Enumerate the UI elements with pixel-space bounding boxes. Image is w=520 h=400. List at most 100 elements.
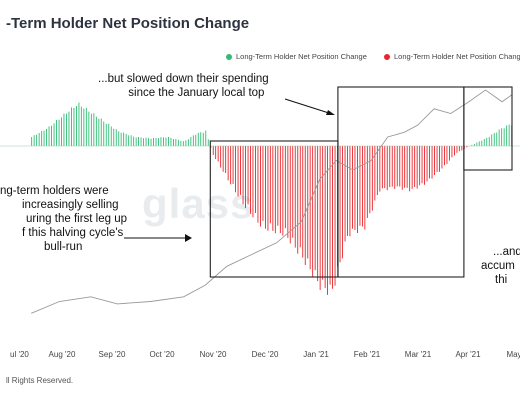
net-position-bar-139: [376, 146, 378, 196]
net-position-bar-142: [384, 146, 386, 189]
net-position-bar-166: [444, 146, 445, 166]
net-position-bar-51: [158, 138, 159, 146]
net-position-bar-21: [83, 108, 85, 146]
net-position-bar-74: [215, 146, 217, 160]
net-position-bar-25: [93, 113, 95, 146]
net-position-bar-103: [287, 146, 289, 238]
net-position-bar-154: [414, 146, 416, 187]
net-position-bar-38: [125, 134, 127, 146]
legend-dot-positive: [226, 53, 232, 60]
net-position-bar-71: [207, 139, 209, 146]
net-position-bar-12: [61, 117, 62, 146]
net-position-bar-40: [130, 135, 132, 146]
net-position-bar-82: [235, 146, 236, 193]
net-position-bar-149: [401, 146, 403, 190]
x-tick-label-7: Feb '21: [354, 350, 381, 359]
net-position-bar-20: [80, 106, 82, 146]
net-position-bar-10: [56, 120, 57, 146]
net-position-bar-180: [478, 141, 480, 146]
net-position-bar-127: [347, 146, 348, 236]
net-position-bar-130: [354, 146, 356, 230]
net-position-bar-5: [43, 130, 45, 146]
net-position-bar-58: [175, 139, 177, 146]
annotation-left-line-1: ng-term holders were: [0, 185, 109, 197]
net-position-bar-60: [180, 140, 182, 146]
net-position-bar-155: [416, 146, 418, 189]
net-position-bar-70: [205, 130, 207, 146]
net-position-bar-151: [406, 146, 408, 188]
x-tick-label-9: Apr '21: [455, 350, 481, 359]
net-position-bar-48: [150, 138, 152, 146]
net-position-bar-192: [508, 124, 510, 146]
net-position-bar-190: [503, 128, 505, 146]
net-position-bar-175: [466, 146, 468, 148]
x-tick-label-8: Mar '21: [405, 350, 432, 359]
net-position-bar-63: [187, 139, 189, 146]
net-position-bar-140: [379, 146, 381, 192]
net-position-bar-183: [486, 137, 488, 146]
highlight-box-2: [463, 86, 513, 171]
net-position-bar-66: [195, 134, 197, 146]
x-tick-label-2: Sep '20: [99, 350, 126, 359]
net-position-bar-35: [118, 131, 120, 146]
net-position-bar-159: [426, 146, 428, 182]
x-tick-label-6: Jan '21: [303, 350, 329, 359]
net-position-bar-96: [269, 146, 271, 224]
net-position-bar-177: [471, 144, 473, 146]
net-position-bar-11: [58, 119, 60, 146]
net-position-bar-153: [411, 146, 413, 189]
net-position-bar-33: [113, 128, 115, 146]
net-position-bar-31: [108, 123, 110, 146]
net-position-bar-167: [446, 146, 448, 164]
highlight-boxes: [209, 86, 513, 278]
x-tick-label-5: Dec '20: [252, 350, 279, 359]
net-position-bar-67: [197, 132, 199, 146]
net-position-bar-36: [120, 132, 122, 146]
net-position-bar-110: [304, 146, 306, 265]
net-position-bar-184: [488, 136, 490, 146]
net-position-bar-90: [255, 146, 256, 213]
arrow-left-head: [185, 234, 192, 242]
net-position-bar-133: [362, 146, 363, 227]
net-position-bar-50: [155, 138, 157, 146]
net-position-bar-107: [297, 146, 299, 254]
legend-dot-negative: [384, 53, 390, 60]
x-axis-ticks: ul '20 Aug '20 Sep '20 Oct '20 Nov '20 Dec '2…: [10, 350, 520, 359]
net-position-bar-122: [334, 146, 336, 286]
annotation-right-line-3: thi: [495, 274, 508, 286]
net-position-bar-134: [364, 146, 366, 230]
net-position-bar-45: [143, 138, 144, 146]
net-position-bar-162: [434, 146, 435, 175]
net-position-bar-164: [439, 146, 440, 172]
net-position-bar-18: [76, 106, 77, 146]
highlight-box-0: [209, 140, 339, 278]
net-position-bar-8: [51, 125, 52, 146]
net-position-bar-188: [498, 129, 500, 146]
net-position-bar-46: [145, 137, 147, 146]
net-position-bar-101: [282, 146, 284, 236]
net-position-bar-52: [160, 137, 162, 146]
net-position-bar-55: [168, 136, 169, 146]
net-position-bar-125: [342, 146, 343, 259]
net-position-bar-49: [153, 137, 154, 146]
net-position-bar-59: [177, 139, 179, 146]
legend-item-positive[interactable]: Long-Term Holder Net Position Change: [226, 52, 367, 61]
net-position-bar-109: [302, 146, 304, 258]
annotation-middle-line-1: ...but slowed down their spending: [98, 73, 269, 85]
net-position-bar-34: [115, 129, 117, 146]
net-position-bar-75: [217, 146, 219, 162]
net-position-bar-80: [230, 146, 232, 185]
annotation-middle: ...but slowed down their spending since …: [98, 72, 269, 100]
annotation-left-line-3: uring the first leg up: [26, 213, 128, 225]
annotation-right-line-1: ...and: [493, 246, 520, 258]
net-position-bar-42: [135, 137, 137, 146]
net-position-bar-92: [260, 146, 261, 227]
net-position-bar-37: [123, 132, 125, 146]
legend-label-positive: Long-Term Holder Net Position Change: [236, 52, 367, 61]
legend-item-negative[interactable]: Long-Term Holder Net Position Change: [384, 52, 520, 61]
net-position-bar-57: [173, 139, 174, 146]
net-position-bar-163: [436, 146, 438, 172]
net-position-bar-9: [53, 123, 55, 146]
annotation-left-line-4: f this halving cycle's: [22, 227, 124, 239]
net-position-bar-145: [391, 146, 393, 187]
